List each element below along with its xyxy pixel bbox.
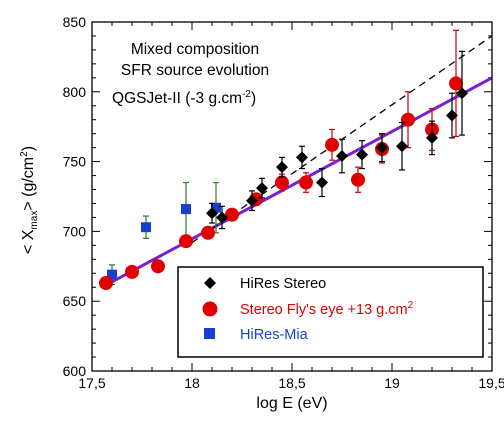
xtick-label: 18 — [184, 375, 200, 391]
flys-eye-point — [151, 259, 165, 274]
annotation-line1: Mixed composition — [131, 41, 259, 58]
y-axis-label-main: < X — [20, 229, 37, 254]
hires-stereo-point — [446, 109, 458, 122]
annotation-line3-sup: -2 — [242, 89, 251, 100]
hires-stereo-point — [276, 161, 288, 174]
ytick-label: 850 — [63, 14, 87, 30]
plot-frame — [91, 21, 493, 372]
legend-label-flys-eye-main: Stereo Fly's eye +13 g.cm — [240, 302, 408, 318]
ytick-labels: 600 650 700 750 800 850 — [63, 14, 87, 379]
hires-stereo-point — [246, 194, 258, 207]
flys-eye-point — [351, 172, 365, 187]
legend-label-flys-eye: Stereo Fly's eye +13 g.cm2 — [240, 300, 414, 318]
legend: HiRes Stereo Stereo Fly's eye +13 g.cm2 … — [177, 266, 484, 358]
legend-marker-hires-mia — [204, 328, 215, 339]
flys-eye-point — [99, 276, 113, 291]
flys-eye-point — [179, 234, 193, 249]
hires-stereo-point — [396, 140, 408, 153]
flys-eye-point — [299, 175, 313, 190]
flys-eye-point — [449, 76, 463, 91]
y-axis-label-sup: 2 — [19, 151, 30, 157]
ytick-label: 750 — [63, 154, 87, 170]
xtick-label: 19,5 — [478, 375, 504, 391]
y-axis-label: < Xmax> (g/cm2) — [19, 146, 40, 254]
annotation-line3: QGSJet-II (-3 g.cm-2) — [112, 89, 256, 107]
annotation-line3-close: ) — [251, 90, 256, 107]
y-axis-label-unit: > (g/cm — [20, 157, 37, 211]
hires-stereo-point — [336, 150, 348, 163]
ytick-label: 800 — [63, 84, 87, 100]
legend-marker-hires-stereo — [204, 277, 216, 289]
legend-label-hires-stereo: HiRes Stereo — [240, 276, 326, 292]
flys-eye-point — [125, 264, 139, 279]
flys-eye-point — [325, 137, 339, 152]
hires-stereo-point — [426, 131, 438, 144]
hires-stereo-point — [376, 141, 388, 154]
hires-mia-point — [181, 204, 191, 215]
flys-eye-point — [225, 207, 239, 222]
y-axis-label-close: ) — [20, 146, 37, 151]
annotation-line3-main: QGSJet-II (-3 g.cm — [112, 90, 242, 107]
ytick-label: 700 — [63, 223, 87, 239]
hires-stereo-point — [296, 151, 308, 164]
hires-mia-point — [107, 269, 117, 280]
hires-stereo-point — [356, 148, 368, 161]
hires-stereo-point — [316, 176, 328, 189]
flys-eye-point — [201, 225, 215, 240]
x-axis-label: log E (eV) — [256, 395, 327, 412]
xtick-label: 18,5 — [278, 375, 305, 391]
hires-mia-point — [211, 202, 221, 213]
data-series — [99, 29, 468, 291]
hires-stereo-point — [256, 182, 268, 195]
hires-stereo-point — [216, 211, 228, 224]
xtick-labels: 17,5 18 18,5 19 19,5 — [78, 375, 504, 391]
legend-marker-flys-eye — [202, 301, 218, 317]
legend-label-hires-mia: HiRes-Mia — [240, 327, 309, 343]
legend-label-flys-eye-sup: 2 — [408, 300, 414, 311]
xtick-label: 19 — [384, 375, 400, 391]
ytick-label: 600 — [63, 363, 87, 379]
hires-mia-point — [141, 222, 151, 233]
ytick-label: 650 — [63, 293, 87, 309]
flys-eye-point — [401, 112, 415, 127]
hires-stereo-point — [456, 87, 468, 100]
hires-stereo-point — [206, 207, 218, 220]
xtick-label: 17,5 — [78, 375, 105, 391]
y-axis-label-sub: max — [29, 211, 40, 230]
legend-frame — [177, 266, 484, 358]
annotation-line2: SFR source evolution — [121, 62, 269, 79]
solid-model-line — [101, 76, 493, 289]
flys-eye-point — [275, 175, 289, 190]
